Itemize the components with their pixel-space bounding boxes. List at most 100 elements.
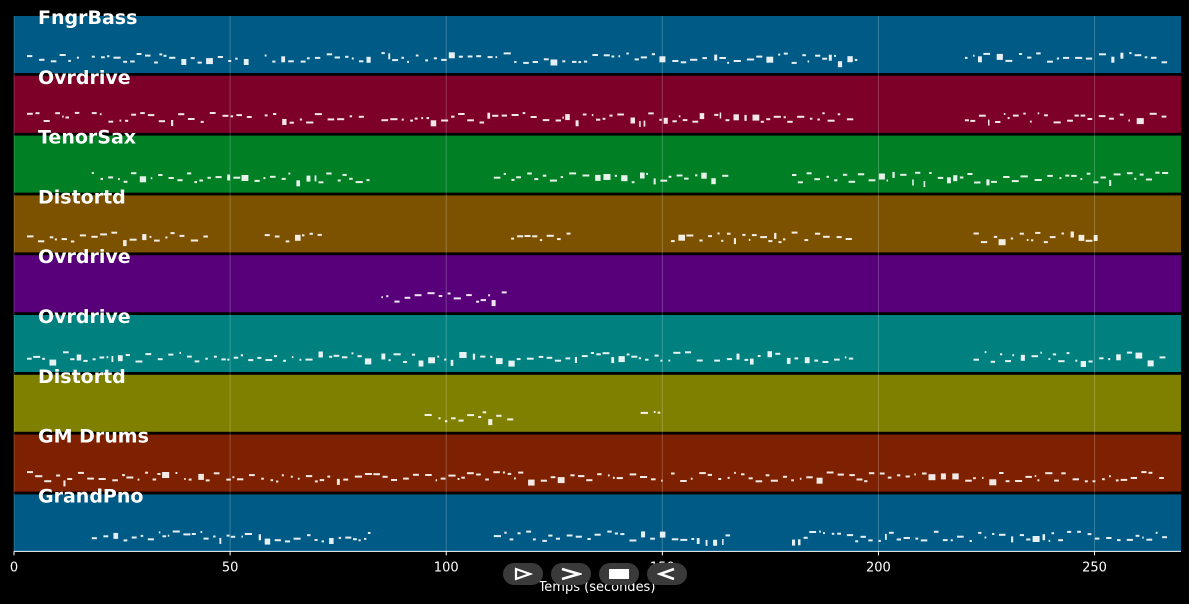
note-mark: [837, 113, 841, 116]
note-mark: [621, 175, 628, 182]
note-mark: [734, 471, 736, 474]
note-mark: [293, 537, 301, 540]
note-mark: [741, 473, 745, 476]
note-mark: [792, 174, 797, 176]
note-mark: [783, 238, 786, 241]
note-mark: [672, 120, 677, 123]
note-mark: [878, 539, 881, 542]
note-mark: [550, 476, 556, 479]
note-mark: [232, 476, 235, 479]
note-mark: [680, 61, 687, 64]
note-mark: [903, 537, 910, 539]
note-mark: [264, 538, 271, 545]
note-mark: [491, 300, 496, 307]
note-mark: [527, 172, 532, 175]
tracks-layer: FngrBass Ovrdrive TenorSax Distortd Ovrdrive…: [14, 7, 1181, 552]
note-mark: [583, 60, 588, 63]
note-mark: [272, 60, 276, 63]
note-mark: [248, 359, 254, 362]
note-mark: [860, 535, 866, 538]
note-mark: [516, 358, 521, 361]
note-mark: [1063, 56, 1070, 59]
note-mark: [1150, 56, 1157, 59]
rewind-button[interactable]: [647, 563, 687, 585]
note-mark: [650, 537, 655, 540]
note-mark: [1142, 536, 1144, 539]
note-mark: [1010, 237, 1014, 240]
note-mark: [100, 233, 107, 236]
note-mark: [98, 478, 106, 480]
note-mark: [846, 534, 854, 537]
note-mark: [113, 532, 119, 539]
note-mark: [78, 471, 84, 474]
note-mark: [543, 58, 549, 61]
note-mark: [101, 56, 105, 59]
note-mark: [131, 536, 137, 539]
note-mark: [100, 177, 103, 180]
note-mark: [87, 477, 94, 480]
note-mark: [1059, 177, 1062, 180]
note-mark: [705, 539, 708, 546]
note-mark: [318, 351, 323, 358]
note-mark: [659, 118, 662, 121]
note-mark: [341, 356, 348, 359]
note-mark: [364, 358, 372, 365]
note-mark: [592, 54, 598, 56]
note-mark: [1019, 534, 1024, 537]
note-mark: [566, 534, 573, 537]
note-mark: [169, 56, 176, 59]
note-mark: [108, 120, 114, 123]
note-mark: [1034, 475, 1037, 477]
note-mark: [691, 538, 695, 540]
note-mark: [964, 56, 968, 59]
note-mark: [844, 356, 847, 359]
note-mark: [345, 536, 352, 539]
note-mark: [177, 179, 183, 182]
note-mark: [787, 120, 793, 123]
note-mark: [1034, 179, 1042, 181]
note-mark: [659, 56, 666, 63]
note-mark: [905, 475, 910, 478]
note-mark: [415, 54, 419, 57]
note-mark: [326, 172, 332, 175]
note-mark: [725, 119, 730, 122]
note-mark: [467, 414, 474, 417]
note-mark: [366, 56, 371, 63]
play-button[interactable]: [551, 563, 591, 585]
note-mark: [478, 416, 482, 418]
note-mark: [163, 54, 167, 57]
note-mark: [91, 112, 97, 115]
note-mark: [1053, 121, 1061, 124]
note-mark: [1085, 57, 1093, 60]
note-mark: [353, 538, 357, 541]
note-mark: [305, 475, 313, 478]
note-mark: [1067, 119, 1073, 122]
note-mark: [1040, 351, 1042, 354]
note-mark: [140, 534, 144, 537]
stop-button[interactable]: [599, 563, 639, 585]
note-mark: [258, 534, 261, 541]
note-mark: [757, 355, 761, 357]
track-band: [14, 434, 1181, 492]
note-mark: [718, 478, 722, 480]
note-mark: [868, 472, 875, 475]
note-mark: [495, 56, 498, 59]
note-mark: [797, 115, 805, 118]
note-mark: [412, 353, 416, 356]
note-mark: [988, 119, 990, 126]
play-reverse-button[interactable]: [503, 563, 543, 585]
note-mark: [35, 475, 43, 478]
note-mark: [1099, 357, 1104, 360]
note-mark: [940, 473, 946, 480]
note-mark: [241, 175, 249, 181]
note-mark: [1092, 480, 1096, 483]
note-mark: [1012, 354, 1015, 357]
note-mark: [518, 471, 524, 474]
track-notes: [424, 411, 661, 426]
note-mark: [221, 358, 226, 361]
note-mark: [557, 238, 561, 241]
note-mark: [168, 177, 174, 179]
note-mark: [530, 116, 537, 118]
note-mark: [337, 179, 341, 182]
note-mark: [953, 175, 958, 182]
